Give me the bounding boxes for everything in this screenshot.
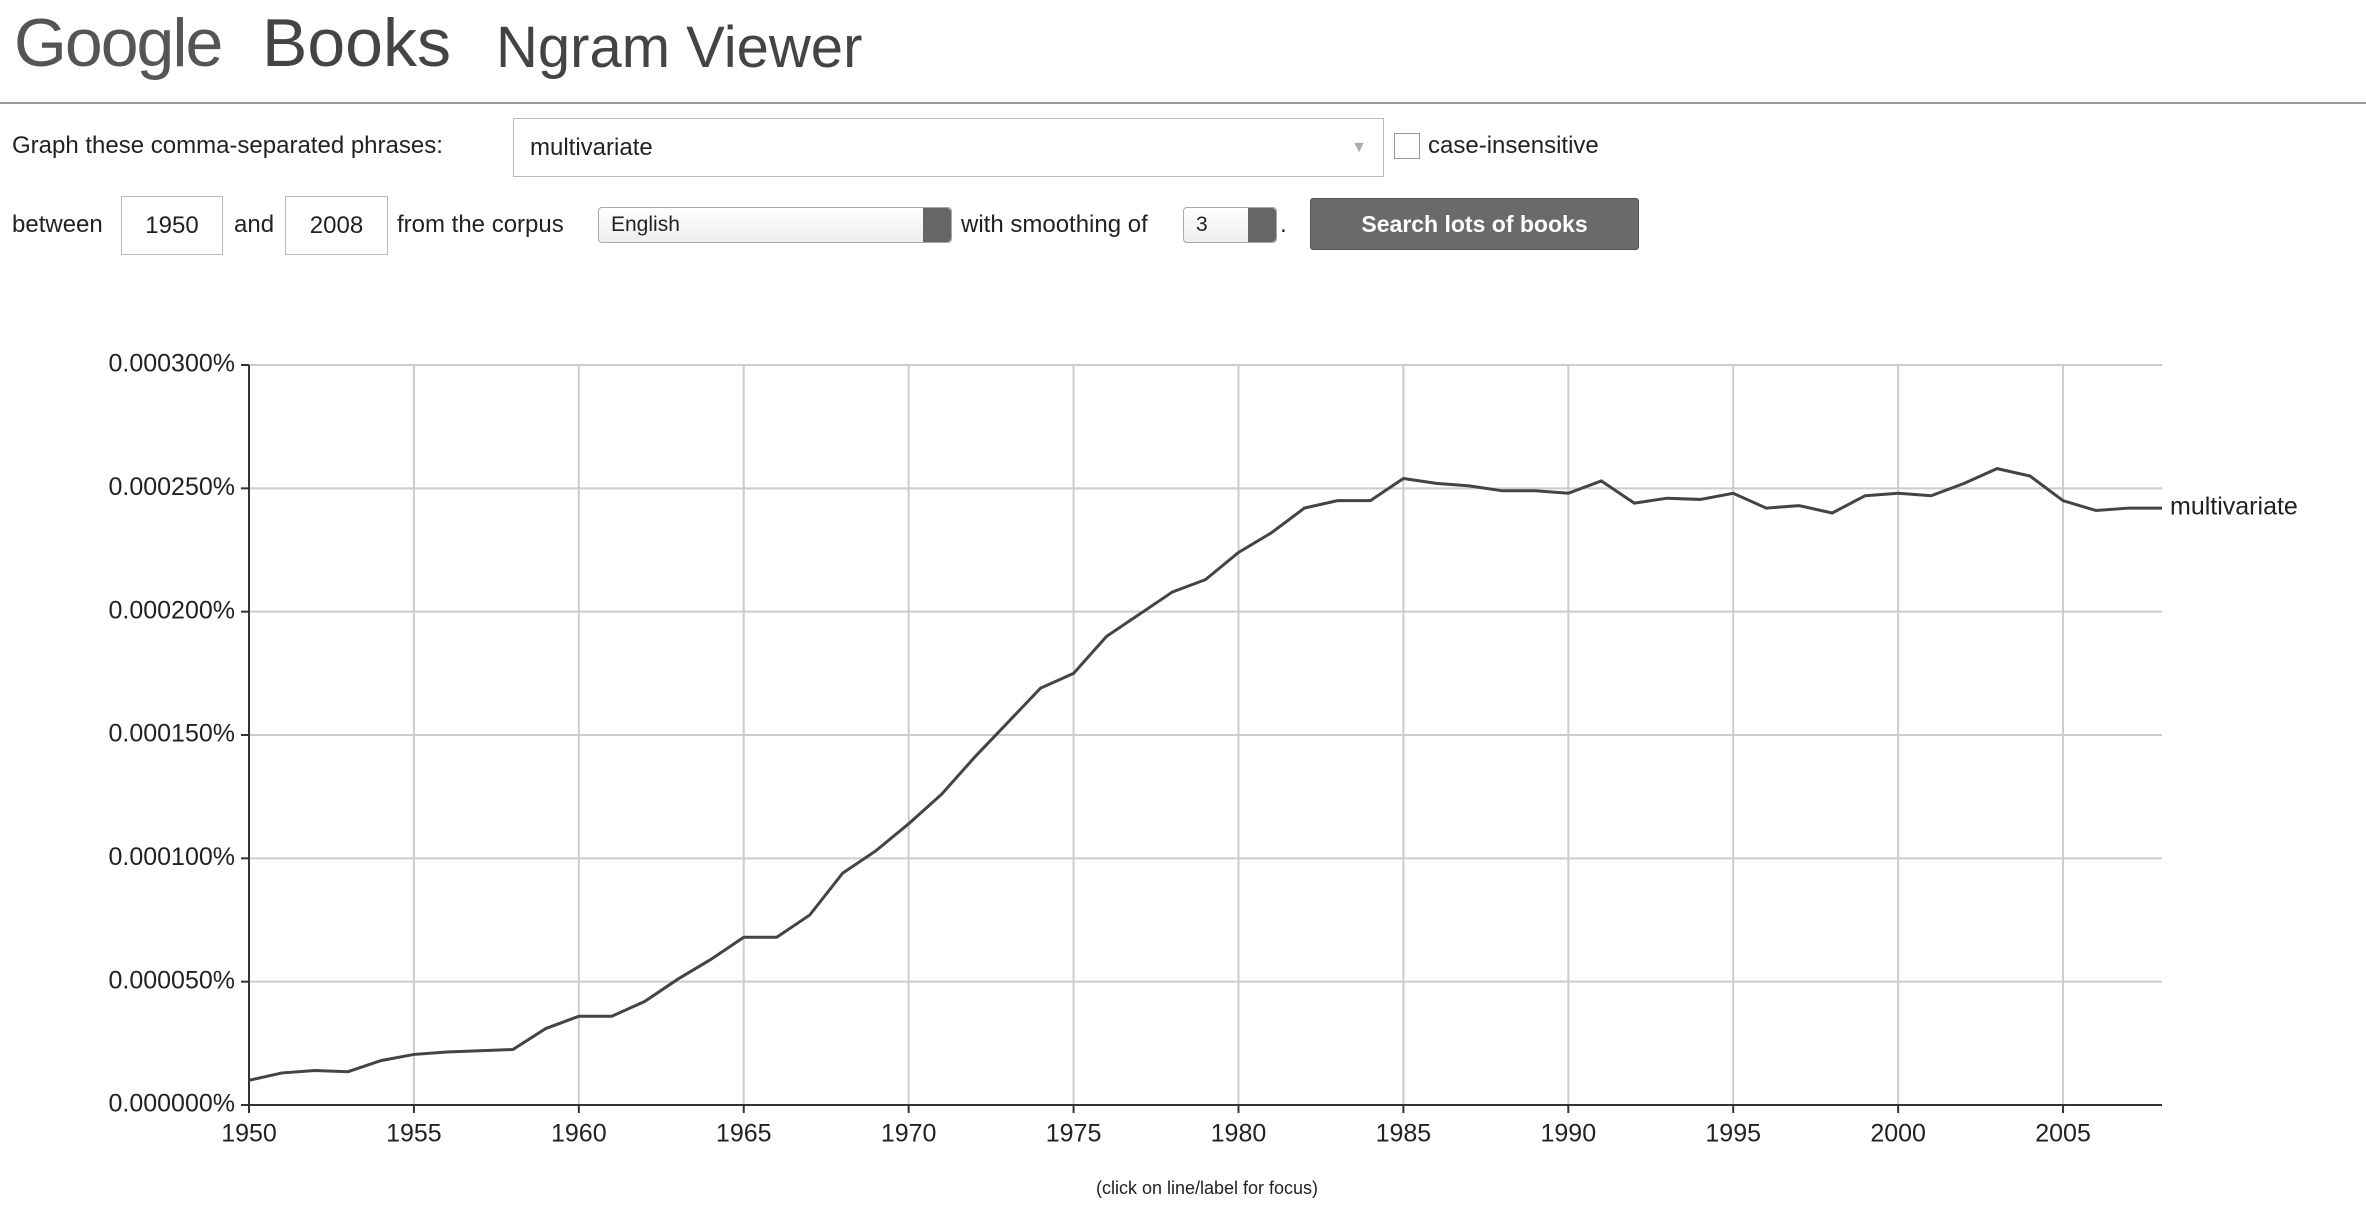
y-tick-label: 0.000000% [108, 1090, 235, 1118]
x-tick-label: 1970 [881, 1120, 937, 1148]
end-year-input[interactable]: 2008 [285, 196, 388, 255]
x-tick-label: 1980 [1211, 1120, 1267, 1148]
corpus-value: English [611, 213, 680, 236]
period: . [1280, 211, 1287, 238]
phrases-value: multivariate [530, 133, 653, 161]
end-year: 2008 [309, 211, 364, 239]
x-tick-label: 2000 [1870, 1120, 1926, 1148]
button-label: Search lots of books [1361, 210, 1588, 237]
series-label: multivariate [2170, 493, 2298, 521]
y-tick-label: 0.000100% [108, 843, 235, 871]
y-tick-label: 0.000200% [108, 596, 235, 624]
and-label: and [234, 211, 275, 238]
case-checkbox[interactable] [1394, 133, 1420, 159]
corpus-label: from the corpus [397, 211, 564, 238]
phrases-input[interactable]: multivariate ▼ [513, 118, 1384, 177]
chart-note: (click on line/label for focus) [1096, 1178, 1318, 1198]
x-tick-label: 1975 [1046, 1120, 1102, 1148]
x-tick-label: 1950 [221, 1120, 277, 1148]
corpus-select[interactable]: English [598, 207, 952, 243]
search-button[interactable]: Search lots of books [1310, 198, 1639, 250]
smoothing-select[interactable]: 3 [1183, 207, 1277, 243]
x-tick-label: 1995 [1705, 1120, 1761, 1148]
smoothing-value: 3 [1196, 213, 1208, 236]
x-tick-label: 1965 [716, 1120, 772, 1148]
product-name: Books [262, 5, 451, 81]
page-title: Ngram Viewer [496, 15, 863, 80]
y-tick-label: 0.000250% [108, 473, 235, 501]
y-tick-label: 0.000150% [108, 720, 235, 748]
dropdown-arrow: ▼ [1351, 138, 1367, 156]
x-tick-label: 1960 [551, 1120, 607, 1148]
x-tick-label: 1990 [1540, 1120, 1596, 1148]
logo: Google [14, 5, 223, 81]
select-arrow [923, 208, 951, 242]
start-year-input[interactable]: 1950 [121, 196, 223, 255]
x-tick-label: 1985 [1376, 1120, 1432, 1148]
start-year: 1950 [145, 211, 199, 239]
between-label: between [12, 211, 103, 238]
x-tick-label: 1955 [386, 1120, 442, 1148]
select-arrow [1248, 208, 1276, 242]
series-line [248, 467, 2162, 1082]
smoothing-label: with smoothing of [961, 211, 1148, 238]
header-rule [0, 102, 2366, 104]
case-label: case-insensitive [1428, 132, 1599, 159]
y-tick-label: 0.000050% [108, 966, 235, 994]
chart: 0.000000% 0.000050% 0.000100% 0.000150% 0.00… [108, 350, 2298, 1198]
y-tick-label: 0.000300% [108, 350, 235, 378]
x-tick-label: 2005 [2035, 1120, 2091, 1148]
phrases-label: Graph these comma-separated phrases: [12, 132, 443, 159]
